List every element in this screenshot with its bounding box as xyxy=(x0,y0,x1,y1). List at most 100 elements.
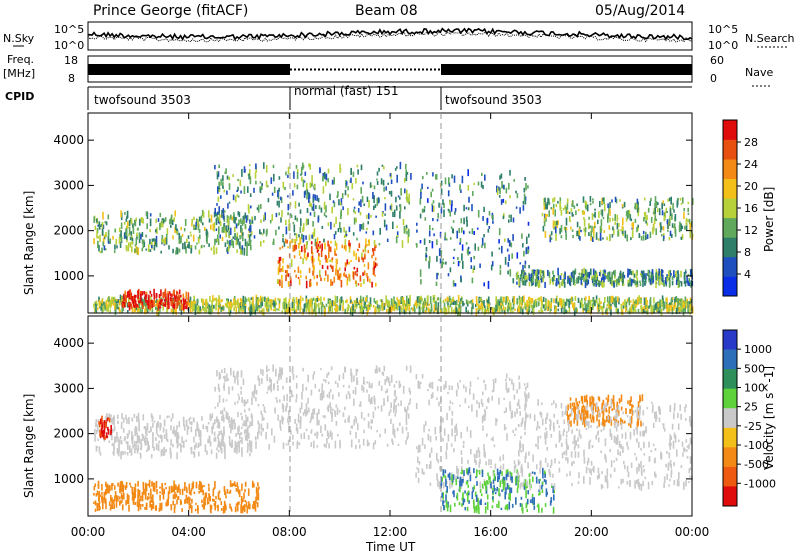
heatmap-cell xyxy=(641,271,643,275)
heatmap-cell xyxy=(319,301,322,305)
heatmap-cell xyxy=(585,270,588,275)
heatmap-cell xyxy=(276,279,279,285)
heatmap-cell xyxy=(101,491,103,495)
heatmap-cell xyxy=(121,481,124,488)
heatmap-cell xyxy=(365,304,368,311)
heatmap-cell xyxy=(172,430,174,434)
heatmap-cell xyxy=(592,297,595,305)
heatmap-cell xyxy=(249,453,251,457)
heatmap-cell xyxy=(393,384,396,388)
heatmap-cell xyxy=(96,228,99,233)
heatmap-cell xyxy=(213,304,215,309)
heatmap-cell xyxy=(247,234,250,238)
heatmap-cell xyxy=(229,480,232,487)
heatmap-cell xyxy=(260,423,263,431)
heatmap-cell xyxy=(184,305,186,310)
heatmap-cell xyxy=(104,498,107,504)
heatmap-cell xyxy=(171,219,174,225)
heatmap-cell xyxy=(460,432,462,439)
heatmap-cell xyxy=(282,238,284,243)
heatmap-cell xyxy=(120,424,123,429)
heatmap-cell xyxy=(456,389,458,397)
heatmap-cell xyxy=(138,426,140,430)
heatmap-cell xyxy=(406,303,409,311)
heatmap-cell xyxy=(659,270,662,279)
heatmap-cell xyxy=(363,417,366,421)
heatmap-cell xyxy=(487,228,490,233)
heatmap-cell xyxy=(138,236,141,244)
heatmap-cell xyxy=(508,219,510,223)
heatmap-cell xyxy=(464,490,466,494)
heatmap-cell xyxy=(406,436,408,441)
heatmap-cell xyxy=(569,219,571,223)
heatmap-cell xyxy=(163,303,165,307)
heatmap-cell xyxy=(339,163,341,170)
heatmap-cell xyxy=(531,306,534,311)
heatmap-cell xyxy=(596,276,599,282)
heatmap-cell xyxy=(360,305,362,310)
heatmap-cell xyxy=(285,171,287,176)
heatmap-cell xyxy=(454,426,456,433)
heatmap-cell xyxy=(107,304,109,312)
heatmap-cell xyxy=(602,237,604,240)
heatmap-cell xyxy=(338,410,341,413)
y-tick-label: 3000 xyxy=(53,178,84,192)
heatmap-cell xyxy=(229,503,231,509)
heatmap-cell xyxy=(98,493,100,501)
heatmap-cell xyxy=(435,173,438,180)
heatmap-cell xyxy=(622,283,625,286)
heatmap-cell xyxy=(459,301,461,308)
heatmap-cell xyxy=(393,209,396,218)
heatmap-cell xyxy=(467,310,469,314)
heatmap-cell xyxy=(438,202,440,208)
heatmap-cell xyxy=(348,240,350,246)
heatmap-cell xyxy=(453,248,456,251)
heatmap-cell xyxy=(285,308,288,314)
heatmap-cell xyxy=(231,386,234,391)
heatmap-cell xyxy=(509,195,511,199)
heatmap-cell xyxy=(242,302,244,310)
heatmap-cell xyxy=(135,444,137,450)
heatmap-cell xyxy=(240,307,243,312)
heatmap-cell xyxy=(373,240,376,247)
heatmap-cell xyxy=(601,305,603,314)
heatmap-cell xyxy=(194,245,197,250)
heatmap-cell xyxy=(213,245,215,253)
heatmap-cell xyxy=(182,293,185,301)
freq-tick-top: 18 xyxy=(64,54,78,67)
heatmap-cell xyxy=(409,390,412,395)
heatmap-cell xyxy=(503,310,506,313)
heatmap-cell xyxy=(109,433,111,437)
heatmap-cell xyxy=(208,435,211,443)
heatmap-cell xyxy=(392,211,394,217)
heatmap-cell xyxy=(418,306,421,310)
heatmap-cell xyxy=(438,378,440,382)
heatmap-cell xyxy=(215,228,218,231)
heatmap-cell xyxy=(155,443,158,450)
heatmap-cell xyxy=(224,375,226,383)
heatmap-cell xyxy=(176,486,179,493)
heatmap-cell xyxy=(94,308,96,313)
heatmap-cell xyxy=(492,488,495,493)
heatmap-cell xyxy=(635,299,637,304)
heatmap-cell xyxy=(125,482,128,489)
heatmap-cell xyxy=(613,270,615,275)
heatmap-cell xyxy=(418,296,420,302)
heatmap-cell xyxy=(257,204,260,213)
heatmap-cell xyxy=(475,303,477,308)
heatmap-cell xyxy=(170,439,172,446)
heatmap-cell xyxy=(173,303,176,310)
heatmap-cell xyxy=(431,203,433,206)
heatmap-cell xyxy=(172,235,174,240)
heatmap-cell xyxy=(242,216,245,220)
heatmap-cell xyxy=(390,374,393,383)
heatmap-cell xyxy=(383,303,386,310)
heatmap-cell xyxy=(622,226,624,233)
heatmap-cell xyxy=(371,396,373,404)
heatmap-cell xyxy=(481,237,484,246)
heatmap-cell xyxy=(320,249,323,257)
heatmap-cell xyxy=(212,422,215,430)
heatmap-cell xyxy=(98,244,100,252)
heatmap-cell xyxy=(384,428,386,434)
heatmap-cell xyxy=(240,499,243,505)
